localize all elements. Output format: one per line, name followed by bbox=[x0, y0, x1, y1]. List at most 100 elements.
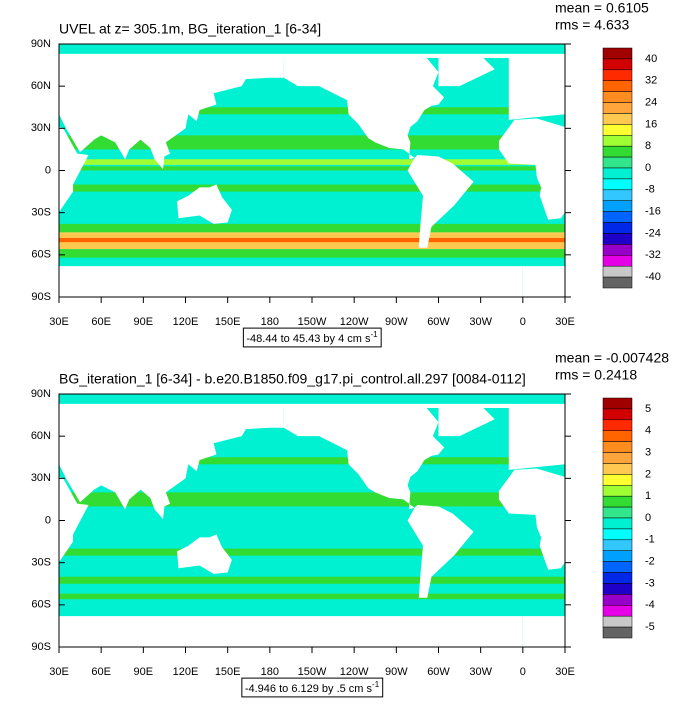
lon-label: 30W bbox=[469, 666, 492, 678]
land bbox=[407, 505, 474, 598]
land bbox=[59, 405, 284, 520]
lon-label: 30W bbox=[469, 316, 492, 328]
colorbar-label: -8 bbox=[645, 184, 655, 196]
colorbar-box bbox=[602, 452, 633, 464]
colorbar-label: 8 bbox=[645, 140, 651, 152]
land bbox=[177, 534, 232, 574]
land bbox=[59, 127, 89, 213]
lat-label: 30S bbox=[31, 207, 51, 219]
colorbar-box bbox=[602, 124, 633, 136]
land bbox=[438, 55, 495, 87]
lon-label: 180 bbox=[261, 316, 279, 328]
lon-label: 90E bbox=[134, 666, 154, 678]
lon-label: 60W bbox=[427, 666, 450, 678]
range-text: -4.946 to 6.129 by .5 cm s bbox=[245, 683, 373, 695]
lon-label: 120E bbox=[173, 666, 199, 678]
colorbar-box bbox=[602, 430, 633, 442]
lon-label: 30E bbox=[555, 666, 575, 678]
colorbar-box bbox=[602, 495, 633, 508]
colorbar-box bbox=[602, 135, 633, 147]
rms-text: rms = 0.2418 bbox=[555, 367, 637, 383]
land bbox=[0, 266, 17, 297]
land bbox=[508, 55, 565, 120]
panel-title: BG_iteration_1 [6-34] - b.e20.B1850.f09_… bbox=[59, 371, 526, 387]
lon-label: 60E bbox=[91, 316, 111, 328]
land bbox=[683, 185, 700, 224]
map-panel: UVEL at z= 305.1m, BG_iteration_1 [6-34]… bbox=[0, 0, 700, 348]
lon-label: 120E bbox=[173, 316, 199, 328]
lon-label: 0 bbox=[520, 666, 526, 678]
lat-label: 30N bbox=[31, 472, 51, 484]
land bbox=[438, 405, 495, 437]
colorbar-label: -1 bbox=[645, 534, 655, 546]
lon-label: 150E bbox=[215, 666, 241, 678]
colorbar-box bbox=[602, 397, 633, 410]
colorbar-box bbox=[602, 47, 633, 60]
land bbox=[522, 616, 565, 647]
colorbar-box bbox=[602, 615, 633, 628]
colorbar-box bbox=[602, 113, 633, 125]
lat-label: 60S bbox=[31, 599, 51, 611]
land bbox=[508, 405, 565, 470]
lat-label: 0 bbox=[45, 164, 51, 176]
colorbar-box bbox=[602, 255, 633, 267]
lon-label: 150E bbox=[215, 316, 241, 328]
lon-label: 90W bbox=[385, 316, 408, 328]
colorbar-label: -4 bbox=[645, 599, 655, 611]
lon-label: 120W bbox=[340, 666, 369, 678]
colorbar-box bbox=[602, 222, 633, 234]
land bbox=[59, 266, 523, 297]
lon-label: 30E bbox=[49, 666, 69, 678]
range-text: -48.44 to 45.43 by 4 cm s bbox=[246, 333, 371, 345]
lon-label: 180 bbox=[261, 666, 279, 678]
land bbox=[59, 616, 523, 647]
field-band bbox=[59, 184, 565, 192]
land bbox=[283, 405, 445, 510]
colorbar-box bbox=[602, 485, 633, 497]
land bbox=[498, 118, 565, 220]
field-band bbox=[59, 237, 565, 243]
range-box bbox=[242, 327, 382, 348]
colorbar-box bbox=[602, 419, 633, 431]
land bbox=[0, 404, 17, 408]
mean-text: mean = 0.6105 bbox=[555, 0, 649, 16]
colorbar-label: 16 bbox=[645, 118, 657, 130]
lat-label: 30N bbox=[31, 122, 51, 134]
colorbar-box bbox=[602, 594, 633, 606]
colorbar-label: 40 bbox=[645, 53, 657, 65]
colorbar-box bbox=[602, 408, 633, 421]
colorbar-box bbox=[602, 276, 633, 289]
lon-label: 90E bbox=[134, 316, 154, 328]
lat-label: 60N bbox=[31, 430, 51, 442]
land bbox=[59, 53, 523, 59]
colorbar-label: 0 bbox=[645, 512, 651, 524]
range-note: -48.44 to 45.43 by 4 cm s-1 bbox=[246, 330, 378, 345]
colorbar-label: -24 bbox=[645, 227, 661, 239]
lon-label: 30E bbox=[49, 316, 69, 328]
colorbar-box bbox=[602, 102, 633, 114]
lat-label: 60S bbox=[31, 249, 51, 261]
colorbar-box bbox=[602, 561, 633, 573]
colorbar-box bbox=[602, 539, 633, 551]
land bbox=[283, 55, 445, 160]
colorbar-box bbox=[602, 145, 633, 158]
colorbar-label: 2 bbox=[645, 468, 651, 480]
lat-label: 90S bbox=[31, 641, 51, 653]
panel-title: UVEL at z= 305.1m, BG_iteration_1 [6-34] bbox=[59, 21, 321, 37]
field-band bbox=[59, 492, 565, 507]
colorbar-box bbox=[602, 200, 633, 212]
colorbar-label: -5 bbox=[645, 621, 655, 633]
colorbar-box bbox=[602, 626, 633, 639]
colorbar-box bbox=[602, 550, 633, 562]
land bbox=[522, 266, 565, 297]
field-band bbox=[59, 223, 565, 233]
lat-label: 60N bbox=[31, 80, 51, 92]
range-box bbox=[241, 677, 384, 698]
colorbar-label: 1 bbox=[645, 490, 651, 502]
lon-label: 150W bbox=[298, 666, 327, 678]
field-band bbox=[59, 135, 565, 150]
colorbar-box bbox=[602, 58, 633, 71]
colorbar-box bbox=[602, 517, 633, 530]
colorbar-box bbox=[602, 244, 633, 256]
lat-label: 90N bbox=[31, 388, 51, 400]
